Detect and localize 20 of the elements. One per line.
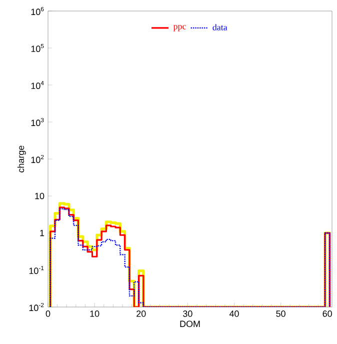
x-tick-label: 20 xyxy=(136,310,146,317)
x-tick-label: 60 xyxy=(322,310,332,317)
legend-label: data xyxy=(212,24,228,30)
legend-label: ppc xyxy=(173,25,186,32)
y-tick-label: 10$^{-1}$ xyxy=(29,266,44,274)
y-tick-label: 10$^{6}$ xyxy=(31,6,44,16)
x-tick-label: 50 xyxy=(276,310,286,317)
x-tick-label: 40 xyxy=(229,310,239,317)
y-tick-label: 1 xyxy=(40,230,44,236)
y-tick-label: 10$^{5}$ xyxy=(31,44,44,52)
y-tick-label: 10$^{-2}$ xyxy=(29,302,44,312)
y-axis-title: charge xyxy=(17,146,26,172)
y-tick-label: 10$^{4}$ xyxy=(31,81,44,90)
y-tick-label: 10$^{2}$ xyxy=(31,154,44,164)
y-tick-label: 10 xyxy=(35,192,44,200)
x-tick-label: 0 xyxy=(46,310,50,317)
x-axis-title: DOM xyxy=(180,320,200,328)
x-tick-label: 30 xyxy=(183,310,192,317)
y-tick-label: 10$^{3}$ xyxy=(31,118,44,126)
x-tick-label: 10 xyxy=(90,310,100,317)
